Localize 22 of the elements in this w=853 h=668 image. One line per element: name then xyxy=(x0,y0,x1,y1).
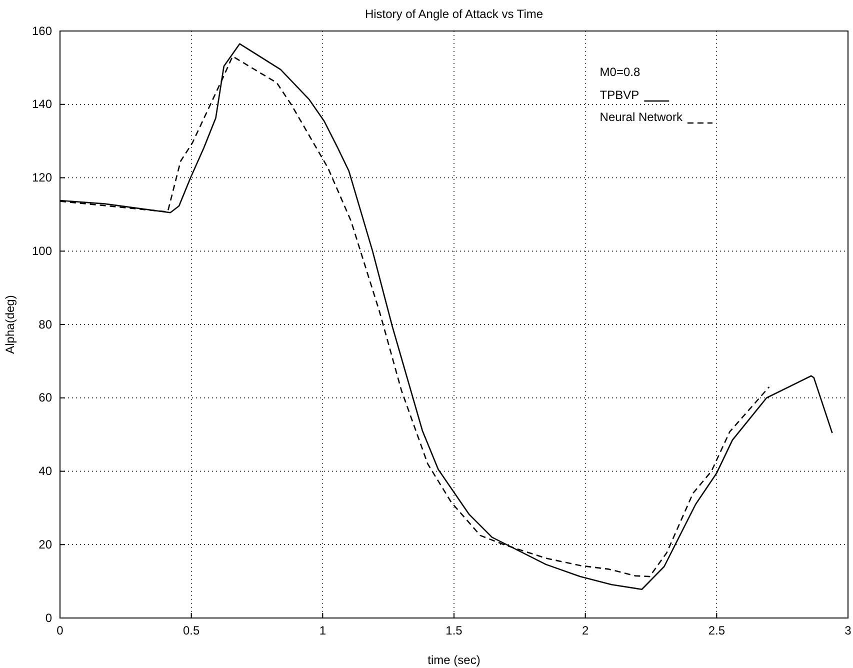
y-tick-label: 80 xyxy=(38,317,52,332)
y-tick-label: 60 xyxy=(38,390,52,405)
y-tick-label: 40 xyxy=(38,464,52,478)
y-tick-label: 160 xyxy=(32,24,52,38)
legend-label: Neural Network xyxy=(600,110,684,124)
y-tick-label: 0 xyxy=(45,610,52,625)
y-tick-label: 100 xyxy=(32,244,52,258)
x-tick-label: 0 xyxy=(56,624,64,638)
legend-label: TPBVP xyxy=(600,88,640,102)
x-tick-label: 0.5 xyxy=(182,624,200,638)
x-tick-label: 2.5 xyxy=(708,624,726,638)
x-tick-label: 2 xyxy=(582,624,589,638)
y-tick-label: 120 xyxy=(32,170,52,185)
x-axis-title: time (sec) xyxy=(428,653,480,667)
legend-title: M0=0.8 xyxy=(600,65,640,79)
y-axis-title: Alpha(deg) xyxy=(3,295,17,354)
y-tick-label: 140 xyxy=(32,97,52,112)
x-tick-label: 1 xyxy=(319,624,326,638)
y-tick-label: 20 xyxy=(38,537,52,552)
chart-title: History of Angle of Attack vs Time xyxy=(364,7,544,21)
x-tick-label: 1.5 xyxy=(446,624,463,638)
x-tick-label: 3 xyxy=(844,624,852,638)
